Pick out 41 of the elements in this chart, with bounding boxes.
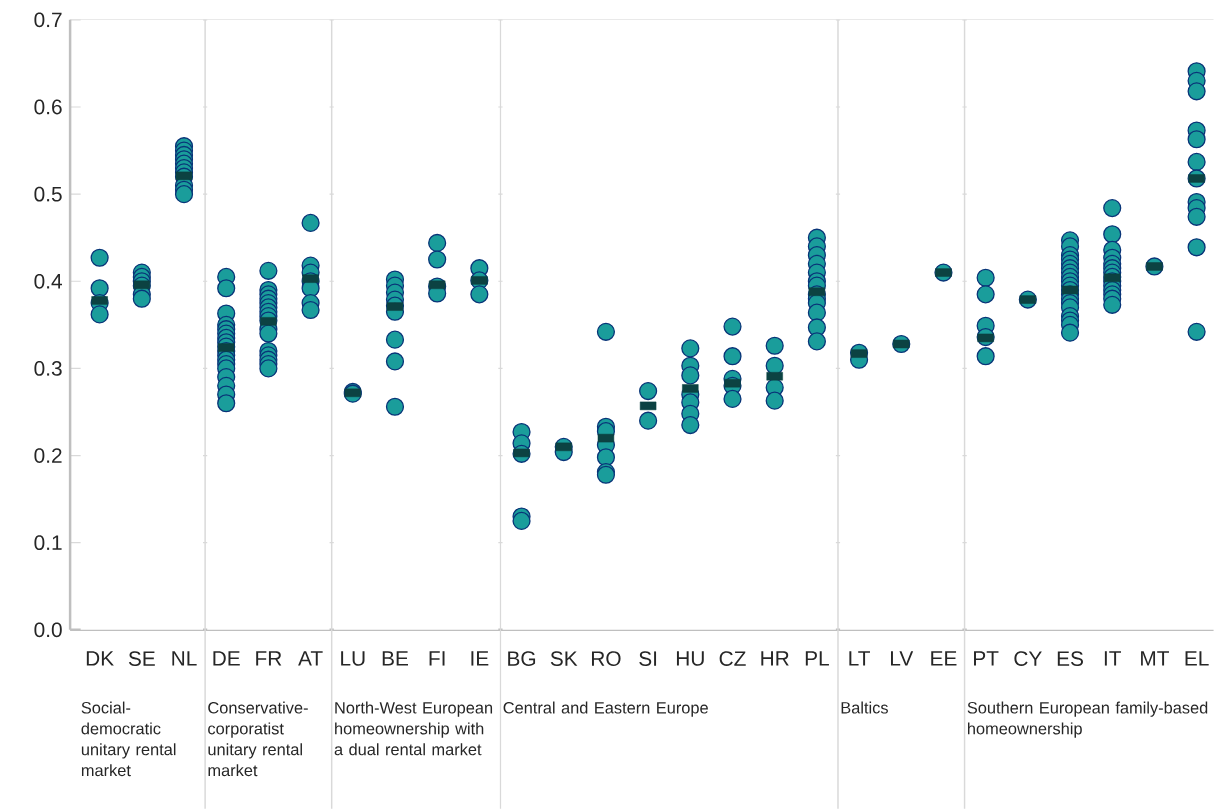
x-tick-label: HR [761,651,789,666]
y-tick-label: 0.0 [34,622,62,638]
x-tick-label: SI [639,651,657,666]
x-tick-label: EL [1185,651,1209,666]
x-tick-label: SE [128,651,155,666]
x-tick-label: CZ [719,651,746,666]
y-tick-label: 0.5 [34,186,62,202]
y-tick-label: 0.1 [34,535,62,550]
x-tick-label: AT [298,651,323,666]
x-tick-label: MT [1141,651,1169,666]
text: Southern European family-based homeownership [967,701,1208,738]
x-tick-label: LT [849,651,870,666]
x-tick-label: EE [931,651,957,666]
x-tick-label: DE [213,651,240,666]
x-tick-label: ES [1057,651,1083,666]
x-tick-label: PT [974,651,999,666]
x-tick-label: FR [256,651,282,666]
text: Conservative-corporatist unitary rental market [208,701,308,776]
x-tick-label: LV [891,651,914,666]
text: North-West European homeownership with a dual rental market [334,701,493,756]
x-tick-label: IE [471,651,489,666]
x-tick-label: FI [429,651,445,666]
y-tick-label: 0.4 [34,273,62,289]
x-tick-label: PL [805,651,829,666]
x-tick-label: BE [382,651,408,666]
text: Baltics [841,701,888,714]
x-tick-label: RO [591,651,621,666]
y-tick-label: 0.6 [34,99,62,115]
text: Central and Eastern Europe [503,701,708,717]
x-tick-label: BG [508,651,536,666]
x-tick-label: CY [1014,651,1042,666]
x-tick-label: HU [676,651,704,666]
y-tick-label: 0.3 [34,360,62,376]
x-tick-label: DK [86,651,114,666]
x-tick-label: LU [341,651,365,666]
x-tick-label: IT [1104,651,1122,666]
x-tick-label: NL [172,651,197,666]
y-tick-label: 0.2 [34,447,62,463]
x-tick-label: SK [550,651,578,666]
text: Social-democratic unitary rental market [81,701,176,776]
y-tick-label: 0.7 [34,12,62,28]
